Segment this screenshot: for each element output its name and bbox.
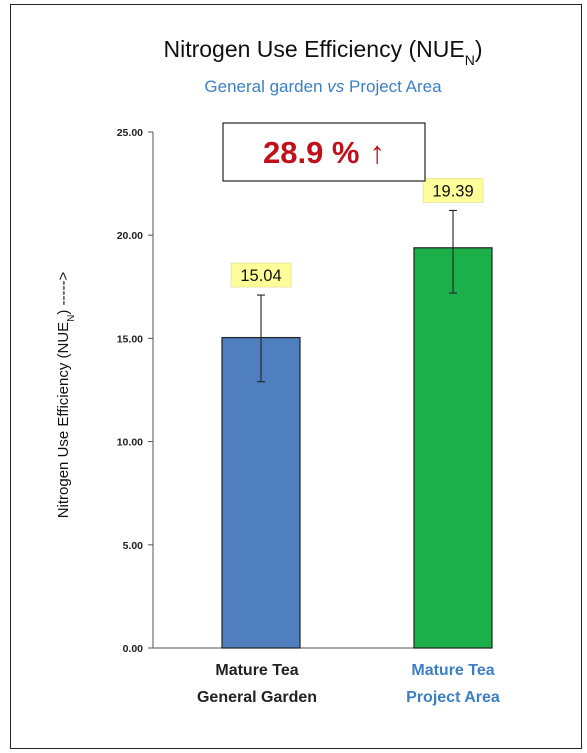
y-tick-label: 5.00 bbox=[123, 540, 144, 552]
data-label-box bbox=[422, 178, 484, 203]
chart-frame: Nitrogen Use Efficiency (NUEN) General g… bbox=[10, 4, 582, 749]
y-tick-label: 10.00 bbox=[117, 437, 143, 449]
bar bbox=[413, 247, 493, 649]
y-axis-label: Nitrogen Use Efficiency (NUEN) -----> bbox=[55, 271, 77, 518]
error-bars bbox=[257, 209, 457, 383]
category-label-line1: Mature Tea bbox=[215, 662, 298, 679]
annotation-text: 28.9 % ↑ bbox=[263, 135, 385, 170]
category-label-line2: General Garden bbox=[197, 689, 317, 706]
category-label-line1: Mature Tea bbox=[411, 662, 494, 679]
chart-svg: Nitrogen Use Efficiency (NUEN) General g… bbox=[55, 36, 500, 706]
y-tick-label: 25.00 bbox=[117, 127, 143, 139]
data-label: 15.04 bbox=[240, 267, 281, 285]
chart-title: Nitrogen Use Efficiency (NUEN) bbox=[163, 36, 482, 68]
up-arrow-icon: ↑ bbox=[370, 135, 386, 170]
data-label-box bbox=[230, 262, 292, 288]
change-annotation: 28.9 % ↑ bbox=[222, 122, 426, 182]
bars bbox=[221, 247, 493, 649]
bar bbox=[221, 336, 301, 649]
category-labels: Mature Tea General Garden Mature Tea Projec… bbox=[197, 662, 500, 706]
category-label-line2: Project Area bbox=[406, 689, 500, 706]
y-axis: 0.00 5.00 10.00 15.00 20.00 25.00 bbox=[117, 127, 489, 655]
y-tick-label: 0.00 bbox=[123, 643, 144, 655]
y-tick-label: 15.00 bbox=[117, 333, 143, 345]
y-tick-label: 20.00 bbox=[117, 230, 143, 242]
chart-subtitle: General garden vs Project Area bbox=[204, 77, 442, 96]
data-label: 19.39 bbox=[432, 182, 473, 200]
annotation-box bbox=[222, 122, 426, 182]
data-labels: 15.04 19.39 bbox=[230, 178, 484, 288]
